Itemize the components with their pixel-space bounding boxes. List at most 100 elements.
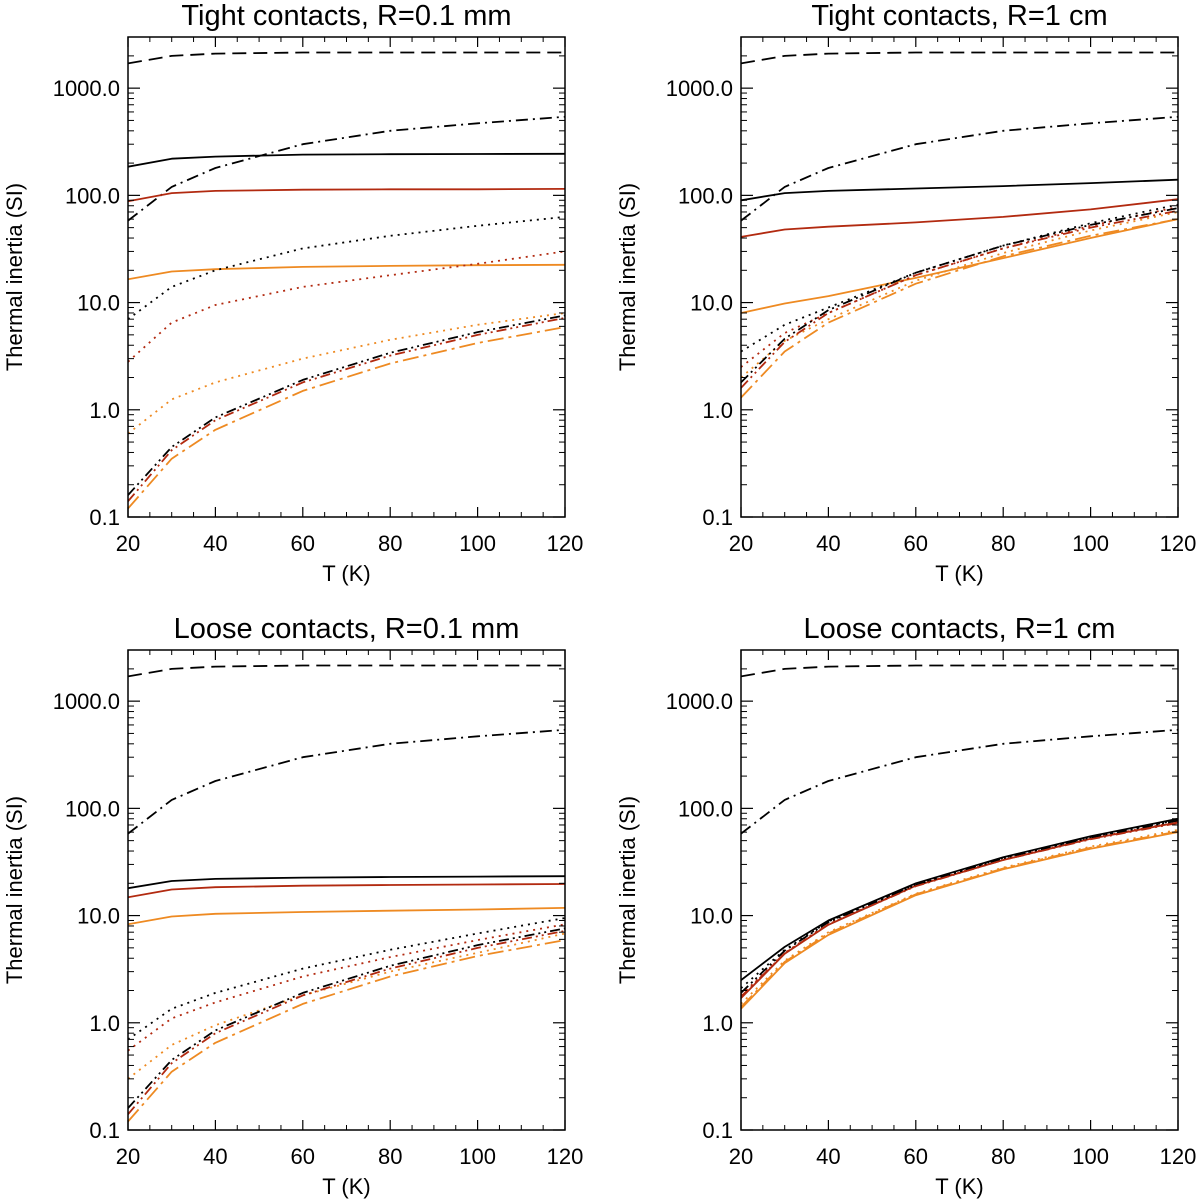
- panel-title: Loose contacts, R=1 cm: [804, 613, 1116, 645]
- panel-loose-1cm: Loose contacts, R=1 cm T (K) Thermal ine…: [615, 613, 1196, 1199]
- series-line: [128, 664, 565, 678]
- series-line: [741, 830, 1178, 1008]
- x-tick-label: 100: [1072, 1144, 1109, 1169]
- x-tick-label: 80: [991, 531, 1015, 556]
- series-group: [128, 51, 565, 510]
- series-line: [128, 250, 565, 363]
- series-line: [128, 188, 565, 203]
- series-line: [128, 152, 565, 168]
- series-line: [741, 178, 1178, 202]
- x-tick-label: 20: [729, 531, 753, 556]
- y-tick-label: 0.1: [89, 1118, 120, 1143]
- series-line: [128, 883, 565, 899]
- x-tick-label: 100: [459, 531, 496, 556]
- y-tick-label: 0.1: [702, 1118, 733, 1143]
- y-tick-label: 100.0: [65, 183, 120, 208]
- series-line: [128, 728, 565, 835]
- series-line: [741, 822, 1178, 998]
- x-tick-label: 40: [816, 1144, 840, 1169]
- series-line: [128, 927, 565, 1109]
- x-axis-label: T (K): [322, 561, 370, 586]
- y-axis-label: Thermal inertia (SI): [2, 183, 27, 371]
- x-tick-label: 100: [1072, 531, 1109, 556]
- y-tick-label: 1.0: [702, 398, 733, 423]
- series-group: [741, 51, 1178, 399]
- series-line: [128, 314, 565, 496]
- x-tick-label: 20: [729, 1144, 753, 1169]
- series-line: [128, 263, 565, 281]
- x-axis-label: T (K): [935, 1174, 983, 1199]
- y-tick-label: 1.0: [702, 1011, 733, 1036]
- panel-tight-1cm: Tight contacts, R=1 cm T (K) Thermal ine…: [615, 0, 1196, 586]
- y-tick-label: 10.0: [690, 904, 733, 929]
- x-tick-label: 120: [1160, 531, 1197, 556]
- series-line: [741, 207, 1178, 384]
- series-line: [741, 829, 1178, 1005]
- series-line: [741, 831, 1178, 1010]
- y-tick-label: 10.0: [690, 291, 733, 316]
- y-tick-label: 1000.0: [53, 689, 120, 714]
- panel-title: Loose contacts, R=0.1 mm: [174, 613, 520, 645]
- series-line: [128, 875, 565, 890]
- y-tick-label: 1000.0: [53, 76, 120, 101]
- y-tick-label: 1.0: [89, 1011, 120, 1036]
- series-line: [128, 917, 565, 1041]
- series-line: [741, 209, 1178, 389]
- x-tick-label: 40: [203, 531, 227, 556]
- series-line: [128, 216, 565, 320]
- x-tick-label: 60: [904, 531, 928, 556]
- series-line: [741, 211, 1178, 379]
- x-tick-label: 80: [378, 1144, 402, 1169]
- x-tick-label: 100: [459, 1144, 496, 1169]
- series-group: [741, 664, 1178, 1010]
- series-line: [128, 317, 565, 502]
- series-line: [741, 820, 1178, 997]
- series-line: [741, 51, 1178, 65]
- series-line: [128, 51, 565, 65]
- x-tick-label: 80: [378, 531, 402, 556]
- series-line: [741, 198, 1178, 238]
- series-line: [741, 218, 1178, 314]
- series-line: [128, 930, 565, 1115]
- y-tick-label: 100.0: [65, 796, 120, 821]
- series-line: [741, 819, 1178, 989]
- y-axis-label: Thermal inertia (SI): [615, 796, 640, 984]
- series-group: [128, 664, 565, 1123]
- y-tick-label: 100.0: [678, 183, 733, 208]
- series-line: [741, 819, 1178, 994]
- panel-tight-0.1mm: Tight contacts, R=0.1 mm T (K) Thermal i…: [2, 0, 583, 586]
- x-axis-label: T (K): [935, 561, 983, 586]
- series-line: [128, 939, 565, 1123]
- y-tick-label: 100.0: [678, 796, 733, 821]
- x-tick-label: 120: [1160, 1144, 1197, 1169]
- panel-title: Tight contacts, R=0.1 mm: [181, 0, 511, 32]
- x-tick-label: 20: [116, 1144, 140, 1169]
- series-line: [741, 821, 1178, 999]
- x-tick-label: 60: [904, 1144, 928, 1169]
- series-line: [741, 115, 1178, 222]
- x-tick-label: 60: [291, 531, 315, 556]
- y-tick-label: 10.0: [77, 904, 120, 929]
- x-axis-label: T (K): [322, 1174, 370, 1199]
- y-axis-label: Thermal inertia (SI): [2, 796, 27, 984]
- series-line: [128, 326, 565, 510]
- panel-title: Tight contacts, R=1 cm: [811, 0, 1107, 32]
- x-tick-label: 20: [116, 531, 140, 556]
- x-tick-label: 40: [203, 1144, 227, 1169]
- y-tick-label: 1000.0: [666, 76, 733, 101]
- series-line: [741, 203, 1178, 353]
- series-line: [741, 664, 1178, 678]
- y-axis-label: Thermal inertia (SI): [615, 183, 640, 371]
- y-tick-label: 10.0: [77, 291, 120, 316]
- x-tick-label: 120: [547, 531, 584, 556]
- plot-frame: [740, 36, 1179, 518]
- x-tick-label: 80: [991, 1144, 1015, 1169]
- y-tick-label: 0.1: [702, 505, 733, 530]
- y-tick-label: 0.1: [89, 505, 120, 530]
- y-tick-label: 1000.0: [666, 689, 733, 714]
- y-tick-label: 1.0: [89, 398, 120, 423]
- plot-frame: [740, 649, 1179, 1131]
- x-tick-label: 120: [547, 1144, 584, 1169]
- series-line: [741, 728, 1178, 835]
